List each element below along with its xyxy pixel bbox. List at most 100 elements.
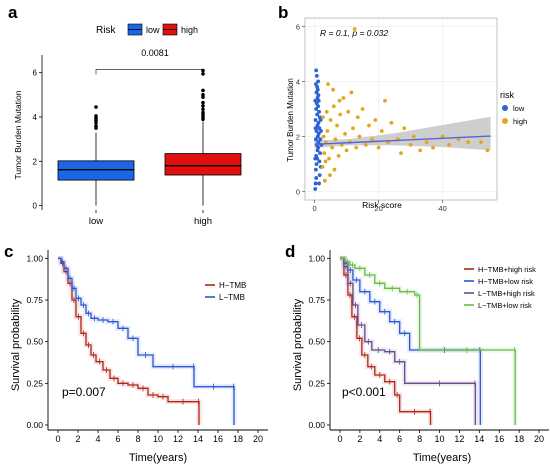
point-high-42 [440,134,445,139]
panel-c-xtick-label-10: 20 [253,434,263,444]
panel-d-curve-0 [339,257,432,425]
legend-d-lh-label: L−TMB+high risk [478,289,535,298]
point-high-55 [326,82,330,87]
box-high-outlier-4 [201,107,205,112]
panel-d-ytick-label-3: 0.75 [308,295,325,305]
point-high-30 [379,129,384,133]
panel-a-ytick-label-0: 0 [33,202,38,211]
panel-b-plot-area [304,17,498,201]
legend-c-htmb-label: H−TMB [219,281,246,290]
panel-c-xtick-label-1: 2 [75,434,80,444]
point-high-40 [424,140,429,144]
legend-b-low-label: low [513,104,525,113]
point-high-33 [389,120,394,125]
point-high-50 [332,167,337,172]
legend-b-high-dot [502,118,508,124]
point-high-10 [336,153,341,158]
box-high-outlier-9 [201,88,205,93]
regression-line [314,135,491,145]
panel-d-xtick-label-5: 10 [434,434,444,444]
significance-bracket [95,69,204,75]
point-high-28 [373,118,378,122]
legend-c-ltmb-label: L−TMB [219,293,245,302]
point-high-44 [456,137,461,142]
point-high-27 [370,137,375,142]
point-high-3 [325,129,330,133]
point-high-12 [339,142,344,147]
panel-a-ytick-label-2: 4 [33,113,38,122]
panel-c-xtick-label-5: 10 [153,434,163,444]
point-high-53 [331,87,336,92]
point-high-26 [367,123,371,128]
point-low-36 [318,151,322,156]
point-low-33 [314,74,319,78]
point-low-17 [316,120,321,125]
point-low-22 [314,107,319,111]
panel-d-xtick-label-3: 6 [397,434,402,444]
box-low-outlier-5 [94,114,98,118]
point-high-20 [352,27,357,31]
point-low-4 [314,162,319,167]
legend-low-label: low [146,25,160,35]
point-low-43 [313,98,318,103]
panel-a-ytick-label-3: 6 [33,69,38,78]
panel-c-xtick-label-0: 0 [55,434,60,444]
panel-d-xtick-label-4: 8 [417,434,422,444]
panel-a-axes: 0 2 4 6 low high [33,55,212,227]
panel-d-ytick-label-1: 0.25 [308,378,325,388]
point-high-56 [321,115,325,120]
point-high-37 [408,142,413,147]
point-low-35 [317,159,322,164]
point-high-38 [411,134,416,139]
panel-c-curve-1 [58,257,235,425]
panel-c-marks [58,255,237,425]
panel-a-ytick-label-1: 2 [33,157,38,166]
point-low-2 [314,176,319,180]
panel-b-ytick-label-2: 4 [296,77,300,86]
legend-b-low-dot [502,105,508,111]
point-low-0 [313,187,318,191]
point-high-4 [327,156,331,161]
panel-b-xtick-label-1: 20 [374,204,382,213]
point-high-1 [322,151,327,156]
panel-c-xtick-label-3: 6 [115,434,120,444]
panel-d-xtick-label-1: 2 [357,434,362,444]
point-high-57 [323,159,328,164]
panel-a-xtick-label-low: low [89,216,103,227]
box-high-outlier-3 [201,110,205,115]
panel-c-ytick-label-0: 0.00 [26,420,43,430]
panel-d-ytick-label-4: 1.00 [308,253,325,263]
point-low-3 [313,167,318,172]
panel-b-scatter: b Tumor Burden Mutation Risk score 0 20 40… [278,3,527,213]
point-low-41 [313,156,318,161]
panel-d-xtick-label-8: 16 [494,434,504,444]
point-low-13 [316,131,321,136]
panel-c-ylabel: Survival probability [10,298,22,391]
panel-d-xtick-label-7: 14 [474,434,484,444]
panel-b-xtick-label-0: 0 [313,204,317,213]
point-high-36 [402,126,407,131]
panel-b-xlabel: Risk score [362,200,402,210]
point-high-41 [431,145,435,150]
box-low [57,160,135,181]
point-high-31 [383,98,387,103]
point-high-35 [399,151,403,156]
point-low-44 [317,173,322,178]
panel-label-c: c [4,242,13,261]
panel-c-xtick-label-9: 18 [233,434,243,444]
point-high-22 [355,115,360,120]
point-low-38 [319,129,323,133]
legend-d-hl-label: H−TMB+low risk [478,277,533,286]
panel-d-xtick-label-10: 20 [534,434,544,444]
panel-d-xtick-label-2: 4 [377,434,382,444]
box-high [164,153,242,176]
panel-c-xlabel: Time(years) [129,452,187,464]
panel-c-axes: 0 2 4 6 8 10 12 14 16 18 20 0.00 0.25 0.50 0.75 1.00 [26,250,268,444]
point-low-10 [316,140,321,144]
box-high-outlier-8 [201,93,205,97]
panel-c-ytick-label-3: 0.75 [26,295,43,305]
point-low-24 [314,101,319,106]
box-high-outlier-6 [201,100,205,105]
legend-d-ll-label: L−TMB+low risk [478,301,532,310]
